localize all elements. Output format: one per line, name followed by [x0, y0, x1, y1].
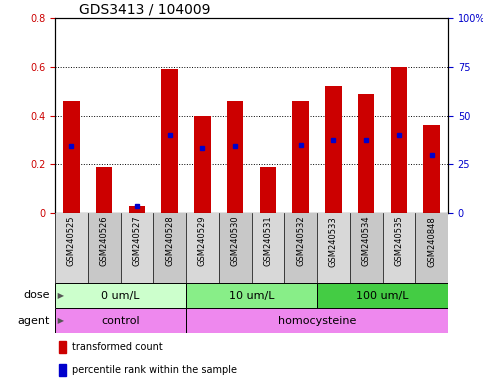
- Bar: [424, 125, 440, 213]
- Text: GSM240525: GSM240525: [67, 216, 76, 266]
- Bar: [186, 283, 317, 308]
- Bar: [227, 101, 243, 213]
- Bar: [186, 213, 219, 283]
- Bar: [292, 101, 309, 213]
- Bar: [59, 341, 66, 353]
- Bar: [63, 101, 80, 213]
- Bar: [260, 167, 276, 213]
- Bar: [358, 94, 374, 213]
- Text: homocysteine: homocysteine: [278, 316, 356, 326]
- Text: GSM240848: GSM240848: [427, 216, 436, 266]
- Bar: [55, 283, 186, 308]
- Text: GSM240534: GSM240534: [362, 216, 370, 266]
- Text: dose: dose: [24, 291, 50, 301]
- Bar: [252, 213, 284, 283]
- Bar: [391, 67, 407, 213]
- Bar: [415, 213, 448, 283]
- Text: GSM240529: GSM240529: [198, 216, 207, 266]
- Bar: [350, 213, 383, 283]
- Text: control: control: [101, 316, 140, 326]
- Bar: [128, 206, 145, 213]
- Bar: [383, 213, 415, 283]
- Bar: [219, 213, 252, 283]
- Bar: [325, 86, 341, 213]
- Text: transformed count: transformed count: [72, 342, 163, 352]
- Text: GSM240535: GSM240535: [395, 216, 403, 266]
- Bar: [317, 213, 350, 283]
- Text: GSM240531: GSM240531: [263, 216, 272, 266]
- Text: GSM240530: GSM240530: [230, 216, 240, 266]
- Text: GDS3413 / 104009: GDS3413 / 104009: [79, 2, 211, 16]
- Bar: [120, 213, 153, 283]
- Bar: [161, 69, 178, 213]
- Text: 100 um/L: 100 um/L: [356, 291, 409, 301]
- Text: GSM240532: GSM240532: [296, 216, 305, 266]
- Bar: [88, 213, 120, 283]
- Bar: [194, 116, 211, 213]
- Text: agent: agent: [18, 316, 50, 326]
- Bar: [284, 213, 317, 283]
- Bar: [186, 308, 448, 333]
- Bar: [96, 167, 113, 213]
- Text: percentile rank within the sample: percentile rank within the sample: [72, 365, 237, 375]
- Text: 10 um/L: 10 um/L: [229, 291, 274, 301]
- Bar: [317, 283, 448, 308]
- Bar: [153, 213, 186, 283]
- Bar: [55, 308, 186, 333]
- Bar: [55, 213, 88, 283]
- Text: GSM240533: GSM240533: [329, 216, 338, 266]
- Text: GSM240526: GSM240526: [99, 216, 109, 266]
- Text: 0 um/L: 0 um/L: [101, 291, 140, 301]
- Text: ▶: ▶: [55, 316, 64, 325]
- Text: ▶: ▶: [55, 291, 64, 300]
- Bar: [59, 364, 66, 376]
- Text: GSM240528: GSM240528: [165, 216, 174, 266]
- Text: GSM240527: GSM240527: [132, 216, 142, 266]
